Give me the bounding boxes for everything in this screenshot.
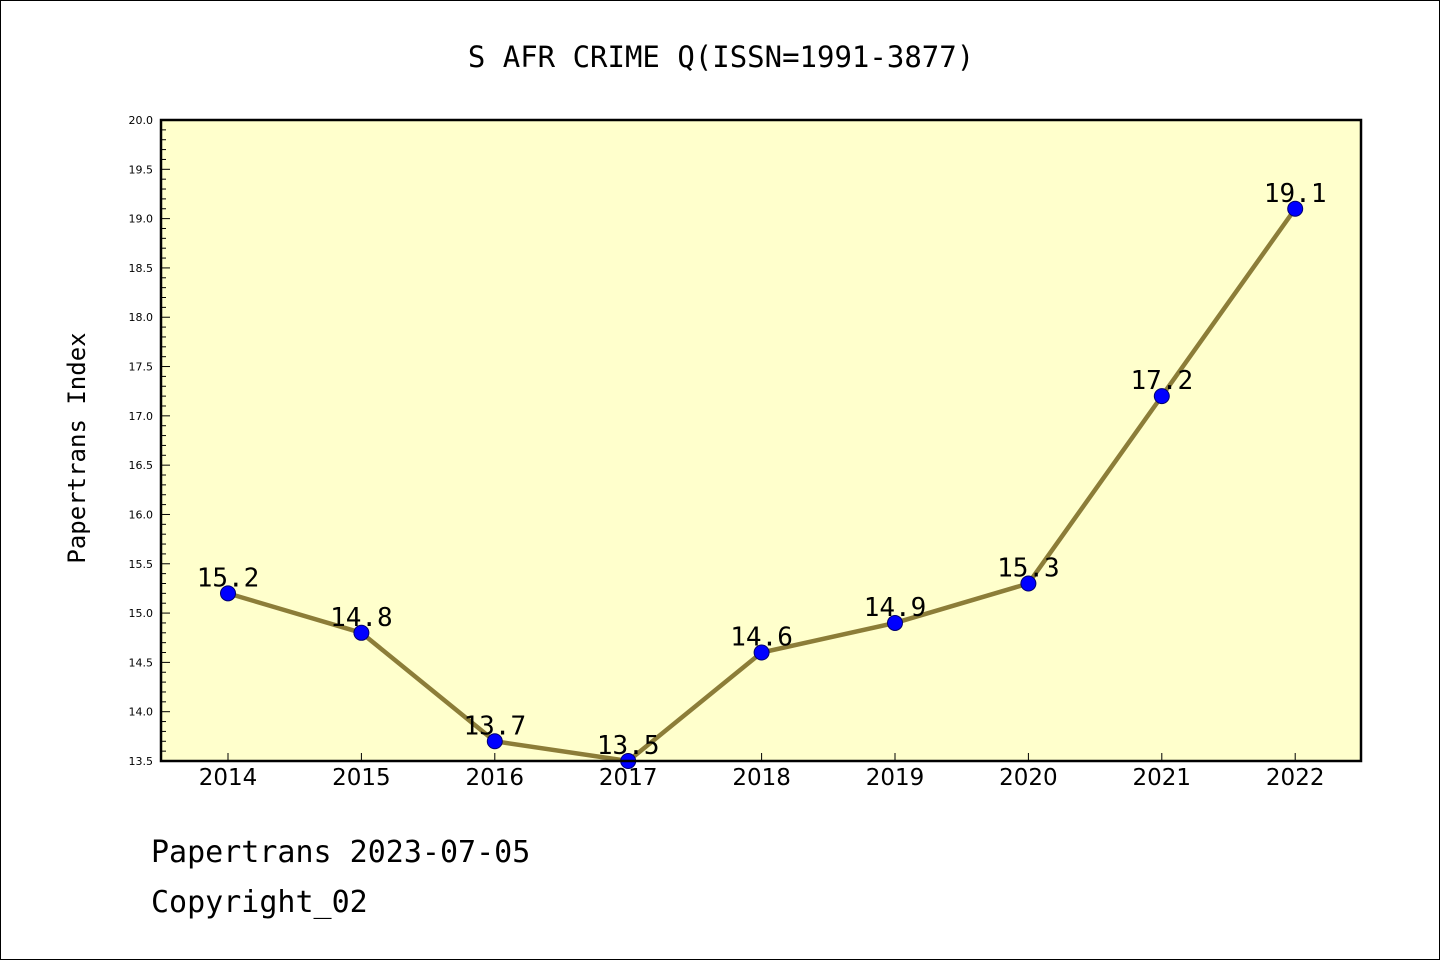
data-label: 13.7 xyxy=(463,711,526,741)
data-point xyxy=(753,644,770,661)
data-label: 14.8 xyxy=(330,603,393,633)
y-tick-label: 13.5 xyxy=(129,755,154,768)
y-axis-label: Papertrans Index xyxy=(63,332,91,563)
series-line-group xyxy=(220,200,1304,769)
data-label: 19.1 xyxy=(1264,179,1327,209)
x-tick-label: 2021 xyxy=(1133,765,1192,791)
y-tick-label: 16.5 xyxy=(129,459,154,472)
data-labels: 15.2 14.8 13.7 13.5 14.6 14.9 15.3 17.2 19.1 xyxy=(197,179,1327,761)
data-label: 15.3 xyxy=(997,553,1060,583)
data-point xyxy=(887,614,903,631)
y-tick-label: 14.5 xyxy=(129,656,154,669)
y-tick-label: 18.5 xyxy=(129,262,154,275)
data-label: 13.5 xyxy=(597,731,660,761)
footer-date-line: Papertrans 2023-07-05 xyxy=(151,835,531,870)
y-tick-label: 19.5 xyxy=(129,163,154,176)
data-label: 17.2 xyxy=(1130,366,1193,396)
x-tick-label: 2017 xyxy=(599,765,658,791)
plot-border xyxy=(159,118,1363,763)
y-tick-label: 15.5 xyxy=(129,558,154,571)
x-tick-label: 2019 xyxy=(866,765,925,791)
x-tick-label: 2020 xyxy=(999,765,1058,791)
x-tick-label: 2015 xyxy=(332,765,391,791)
plot-area xyxy=(161,120,1361,761)
data-label: 14.6 xyxy=(730,623,793,653)
data-point xyxy=(353,624,370,641)
chart-title: S AFR CRIME Q(ISSN=1991-3877) xyxy=(468,40,974,74)
y-tick-label: 15.0 xyxy=(129,607,154,620)
y-tick-label: 17.5 xyxy=(129,361,154,374)
y-tick-label: 19.0 xyxy=(129,213,154,226)
y-tick-label: 16.0 xyxy=(129,508,154,521)
data-point xyxy=(220,585,236,602)
x-tick-label: 2016 xyxy=(466,765,525,791)
y-tick-label: 20.0 xyxy=(129,114,154,127)
x-tick-label: 2014 xyxy=(199,765,258,791)
footer-copyright-line: Copyright_02 xyxy=(151,885,368,920)
data-label: 14.9 xyxy=(864,593,927,623)
y-tick-label: 18.0 xyxy=(129,311,154,324)
y-axis: 13.5 14.0 14.5 15.0 15.5 16.0 16.5 17.0 17.5 18.0… xyxy=(129,114,170,768)
data-point xyxy=(1153,388,1170,405)
y-tick-label: 14.0 xyxy=(129,706,154,719)
x-tick-label: 2022 xyxy=(1266,765,1325,791)
x-tick-label: 2018 xyxy=(732,765,791,791)
y-tick-label: 17.0 xyxy=(129,410,154,423)
data-point xyxy=(1020,575,1037,592)
data-point xyxy=(1287,200,1304,217)
data-point xyxy=(486,733,503,750)
x-axis: 2014 2015 2016 2017 2018 2019 2020 2021 2022 xyxy=(199,753,1325,791)
data-label: 15.2 xyxy=(197,563,260,593)
